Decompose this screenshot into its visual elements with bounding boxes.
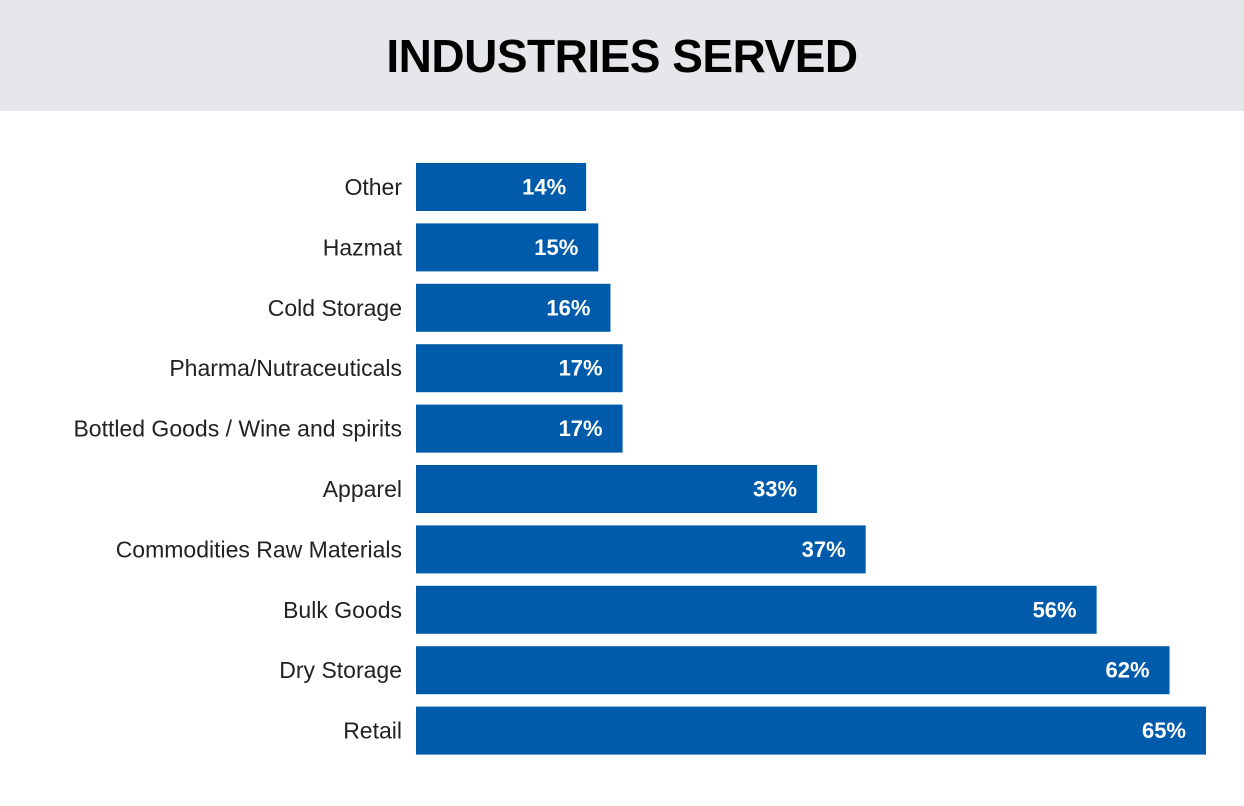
category-label-dry-storage: Dry Storage (279, 657, 402, 683)
bars-group (416, 163, 1206, 755)
value-label-apparel: 33% (753, 477, 797, 502)
bar-dry-storage (416, 646, 1170, 695)
bar-apparel (416, 465, 818, 513)
value-label-commodities-raw-materials: 37% (802, 537, 846, 562)
bar-retail (416, 706, 1206, 755)
category-labels-group: Other Hazmat Cold Storage Pharma/Nutraceuti… (73, 174, 402, 744)
chart-header: INDUSTRIES SERVED (0, 0, 1244, 111)
value-label-pharma-nutraceuticals: 17% (559, 356, 603, 381)
chart-title: INDUSTRIES SERVED (386, 29, 858, 82)
category-label-hazmat: Hazmat (323, 234, 403, 260)
bar-bulk-goods (416, 585, 1097, 634)
value-label-bottled-goods-wine-and-spirits: 17% (559, 416, 603, 441)
value-labels-group: 14% 15% 16% 17% 17% 33% 37% 56% 62% 65% (522, 175, 1186, 744)
category-label-commodities-raw-materials: Commodities Raw Materials (116, 536, 402, 562)
value-label-cold-storage: 16% (546, 295, 590, 320)
bar-bottled-goods-wine-and-spirits (416, 404, 623, 453)
category-label-retail: Retail (343, 718, 402, 744)
category-label-bulk-goods: Bulk Goods (283, 597, 402, 623)
value-label-hazmat: 15% (534, 235, 578, 260)
category-label-cold-storage: Cold Storage (268, 295, 402, 321)
bar-hazmat (416, 223, 599, 272)
bar-cold-storage (416, 283, 611, 332)
bar-other (416, 163, 587, 211)
category-label-other: Other (344, 174, 402, 200)
value-label-other: 14% (522, 175, 566, 200)
bar-pharma-nutraceuticals (416, 344, 623, 393)
bar-commodities-raw-materials (416, 525, 866, 574)
category-label-pharma-nutraceuticals: Pharma/Nutraceuticals (169, 355, 402, 381)
category-label-bottled-goods-wine-and-spirits: Bottled Goods / Wine and spirits (73, 416, 402, 442)
value-label-retail: 65% (1142, 718, 1186, 743)
value-label-dry-storage: 62% (1105, 658, 1149, 683)
category-label-apparel: Apparel (323, 476, 402, 502)
value-label-bulk-goods: 56% (1033, 597, 1077, 622)
